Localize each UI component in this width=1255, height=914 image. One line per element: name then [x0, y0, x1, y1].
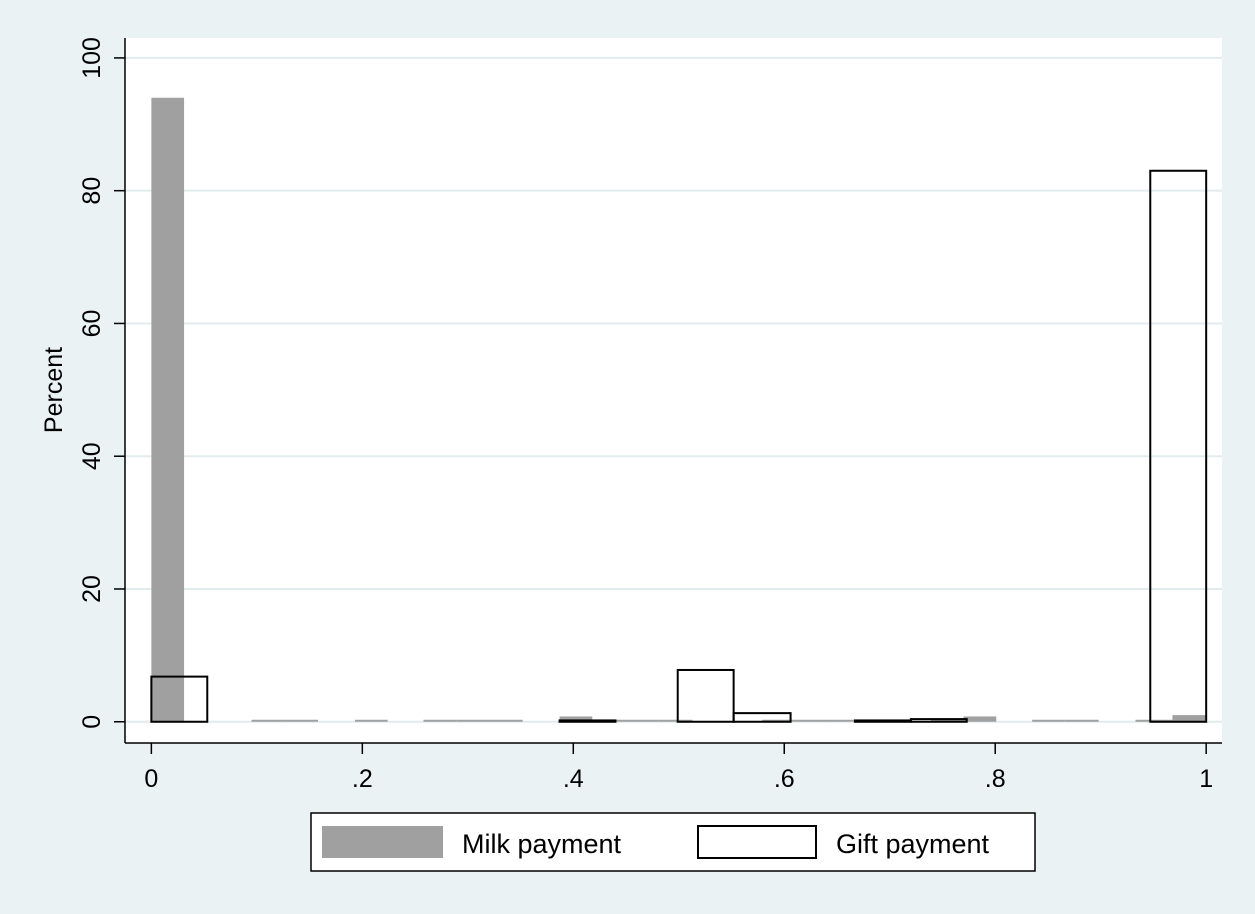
y-tick-label-0: 0 — [78, 715, 106, 729]
axes: 0 20 40 60 80 100 0 .2 .4 .6 .8 1 — [78, 37, 1222, 793]
x-tick-label-1: .2 — [352, 765, 373, 793]
bar-milk-4 — [423, 719, 457, 722]
legend-label-gift: Gift payment — [836, 829, 990, 859]
bar-milk-5 — [456, 719, 490, 722]
bar-milk-10 — [658, 719, 693, 722]
bar-milk-12 — [794, 719, 829, 722]
bar-milk-6 — [489, 719, 523, 722]
plot-area — [125, 38, 1222, 743]
legend: Milk payment Gift payment — [310, 812, 1036, 872]
bar-milk-3 — [354, 719, 388, 722]
legend-swatch-milk — [322, 826, 443, 858]
bar-milk-19 — [1172, 715, 1207, 722]
bar-gift-3 — [732, 712, 792, 723]
legend-swatch-gift — [697, 825, 817, 859]
bar-milk-13 — [828, 719, 862, 722]
bar-milk-2 — [285, 719, 319, 722]
bar-milk-9 — [626, 719, 659, 722]
x-tick-label-2: .4 — [563, 765, 584, 793]
x-tick-label-4: .8 — [985, 765, 1006, 793]
bar-milk-7 — [559, 716, 593, 722]
y-axis-title: Percent — [40, 347, 68, 433]
bar-milk-1 — [251, 719, 286, 722]
bar-gift-1 — [558, 719, 617, 723]
bar-milk-0 — [151, 97, 185, 722]
y-tick-label-2: 40 — [78, 442, 106, 470]
bar-milk-15 — [963, 716, 997, 722]
y-tick-label-1: 20 — [78, 575, 106, 603]
y-tick-label-5: 100 — [78, 37, 106, 79]
y-tick-label-3: 60 — [78, 310, 106, 338]
bar-gift-6 — [1149, 169, 1208, 723]
x-tick-label-5: 1 — [1199, 765, 1213, 793]
x-tick-label-3: .6 — [774, 765, 795, 793]
bar-gift-0 — [150, 675, 209, 723]
x-tick-label-0: 0 — [144, 765, 158, 793]
bar-gift-4 — [853, 719, 912, 723]
bar-gift-2 — [676, 668, 735, 723]
bar-milk-16 — [1032, 719, 1065, 722]
bar-gift-5 — [909, 718, 968, 723]
bar-milk-17 — [1064, 719, 1099, 722]
y-tick-label-4: 80 — [78, 177, 106, 205]
bars — [150, 97, 1208, 723]
legend-label-milk: Milk payment — [462, 829, 622, 859]
